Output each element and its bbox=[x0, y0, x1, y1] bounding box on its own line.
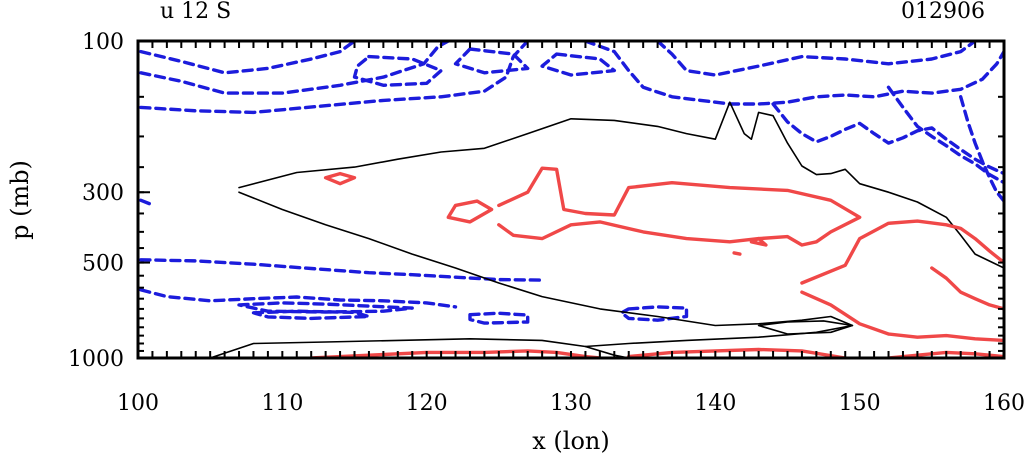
contour-zero-inner bbox=[238, 191, 854, 348]
x-tick-label: 140 bbox=[694, 391, 736, 416]
contour-pos-bottom bbox=[309, 349, 602, 358]
x-tick-label: 130 bbox=[550, 391, 592, 416]
contour-pos-bottom-2 bbox=[627, 347, 847, 358]
y-tick-labels: 100 300 500 1000 bbox=[68, 30, 124, 372]
contour-neg-lower-blob-b bbox=[251, 309, 371, 321]
contour-pos-right bbox=[800, 219, 1004, 285]
x-tick-labels: 100 110 120 130 140 150 160 bbox=[117, 391, 1025, 416]
contour-neg-upper-4 bbox=[583, 41, 1004, 106]
chart-title-right: 012906 bbox=[901, 0, 985, 24]
y-tick-label: 500 bbox=[82, 252, 124, 277]
x-axis-label: x (lon) bbox=[532, 427, 609, 455]
x-tick-label: 100 bbox=[117, 391, 159, 416]
contour-zero-lower bbox=[209, 337, 630, 358]
contour-neg-lower-blob-c bbox=[468, 311, 530, 325]
contour-neg-upper-2 bbox=[139, 41, 450, 95]
contour-layer bbox=[139, 41, 1004, 358]
contour-neg-right-3 bbox=[959, 95, 1004, 203]
contour-pos-main bbox=[497, 166, 862, 247]
contour-neg-upper-3 bbox=[139, 41, 530, 115]
x-tick-label: 150 bbox=[839, 391, 881, 416]
y-tick-label: 300 bbox=[82, 181, 124, 206]
y-tick-label: 1000 bbox=[68, 347, 124, 372]
contour-pos-right-3 bbox=[930, 266, 1004, 311]
chart-title-left: u 12 S bbox=[160, 0, 231, 24]
contour-neg-upper-5 bbox=[655, 41, 977, 77]
contour-neg-right-1 bbox=[771, 102, 1004, 176]
contour-pos-dot-b bbox=[446, 199, 494, 224]
contour-pos-dot-a bbox=[323, 171, 357, 186]
contour-pos-dot-d bbox=[749, 236, 768, 247]
contour-zero-blob bbox=[757, 320, 854, 335]
x-tick-label: 110 bbox=[261, 391, 303, 416]
contour-pos-dot-c bbox=[732, 251, 742, 256]
contour-neg-upper-blob-a bbox=[352, 54, 443, 88]
contour-neg-lower-blob-a bbox=[237, 301, 414, 314]
x-tick-label: 120 bbox=[406, 391, 448, 416]
contour-neg-left-dot bbox=[139, 198, 152, 206]
y-axis-label: p (mb) bbox=[6, 160, 34, 240]
contour-neg-upper-blob-b bbox=[453, 47, 530, 75]
y-tick-label: 100 bbox=[82, 30, 124, 55]
x-tick-label: 160 bbox=[983, 391, 1025, 416]
contour-zero-outer bbox=[238, 101, 1004, 269]
contour-neg-lower-2 bbox=[139, 288, 458, 309]
contour-neg-upper-blob-c bbox=[540, 52, 616, 77]
contour-pos-right-2 bbox=[800, 290, 1004, 343]
frame-minor-ticks bbox=[138, 40, 1004, 359]
contour-neg-upper-1 bbox=[139, 41, 357, 75]
